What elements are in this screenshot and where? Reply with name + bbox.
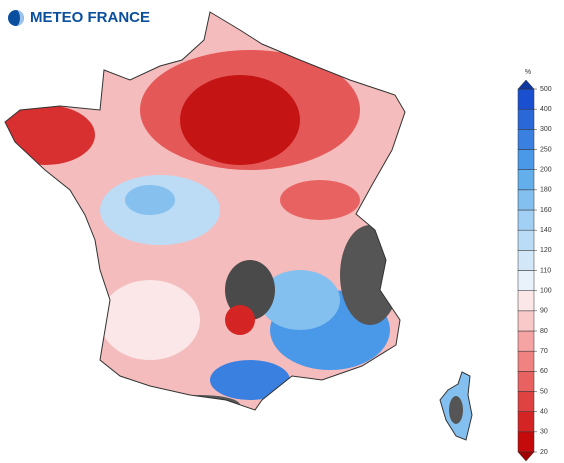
- logo-text: METEO FRANCE: [30, 9, 150, 26]
- legend-swatch: [517, 391, 535, 412]
- legend-swatch: [517, 330, 535, 352]
- legend-tick-label: 400: [540, 106, 552, 113]
- legend-swatch: [517, 290, 535, 312]
- color-legend: % 20 30 40 50 60 70 80 90 100 110 120 140 160 180 200 2…: [517, 69, 552, 462]
- legend-tick-label: 30: [540, 429, 548, 436]
- legend-tick-label: 140: [540, 227, 552, 234]
- legend-unit: %: [525, 69, 531, 76]
- legend-swatch: [517, 431, 535, 453]
- legend-tick-label: 70: [540, 348, 548, 355]
- legend-swatch: [517, 270, 535, 291]
- legend-arrow-high: [517, 79, 535, 90]
- legend-tick-label: 50: [540, 388, 548, 395]
- legend-tick-label: 200: [540, 167, 552, 174]
- legend-swatch: [517, 371, 535, 392]
- legend-tick-label: 100: [540, 288, 552, 295]
- logo-icon-shine: [16, 10, 24, 26]
- legend-tick-label: 500: [540, 86, 552, 93]
- legend-tick-label: 300: [540, 126, 552, 133]
- legend-tick-label: 180: [540, 187, 552, 194]
- legend-tick-label: 20: [540, 449, 548, 456]
- legend-tick-label: 60: [540, 368, 548, 375]
- legend-swatch: [517, 189, 535, 211]
- legend-tick-label: 160: [540, 207, 552, 214]
- legend-swatch: [517, 229, 535, 251]
- legend-tick-label: 110: [540, 267, 551, 274]
- legend-swatch: [517, 411, 535, 433]
- legend-swatch: [517, 129, 535, 150]
- france-map: [5, 12, 405, 410]
- legend-arrow-low: [517, 451, 535, 462]
- legend-swatch: [517, 149, 535, 170]
- corsica: [439, 371, 473, 441]
- legend-swatch: [517, 108, 535, 130]
- legend-swatch: [517, 169, 535, 191]
- legend-swatch: [517, 209, 535, 231]
- legend-tick-label: 40: [540, 409, 548, 416]
- legend-swatch: [517, 250, 535, 271]
- legend-tick-label: 250: [540, 146, 552, 153]
- legend-tick-label: 90: [540, 308, 548, 315]
- logo: METEO FRANCE: [8, 9, 150, 26]
- legend-swatch: [517, 310, 535, 332]
- legend-tick-label: 80: [540, 328, 548, 335]
- legend-swatch: [517, 350, 535, 372]
- legend-swatch: [517, 88, 535, 110]
- legend-tick-label: 120: [540, 247, 552, 254]
- france-border: [4, 11, 406, 411]
